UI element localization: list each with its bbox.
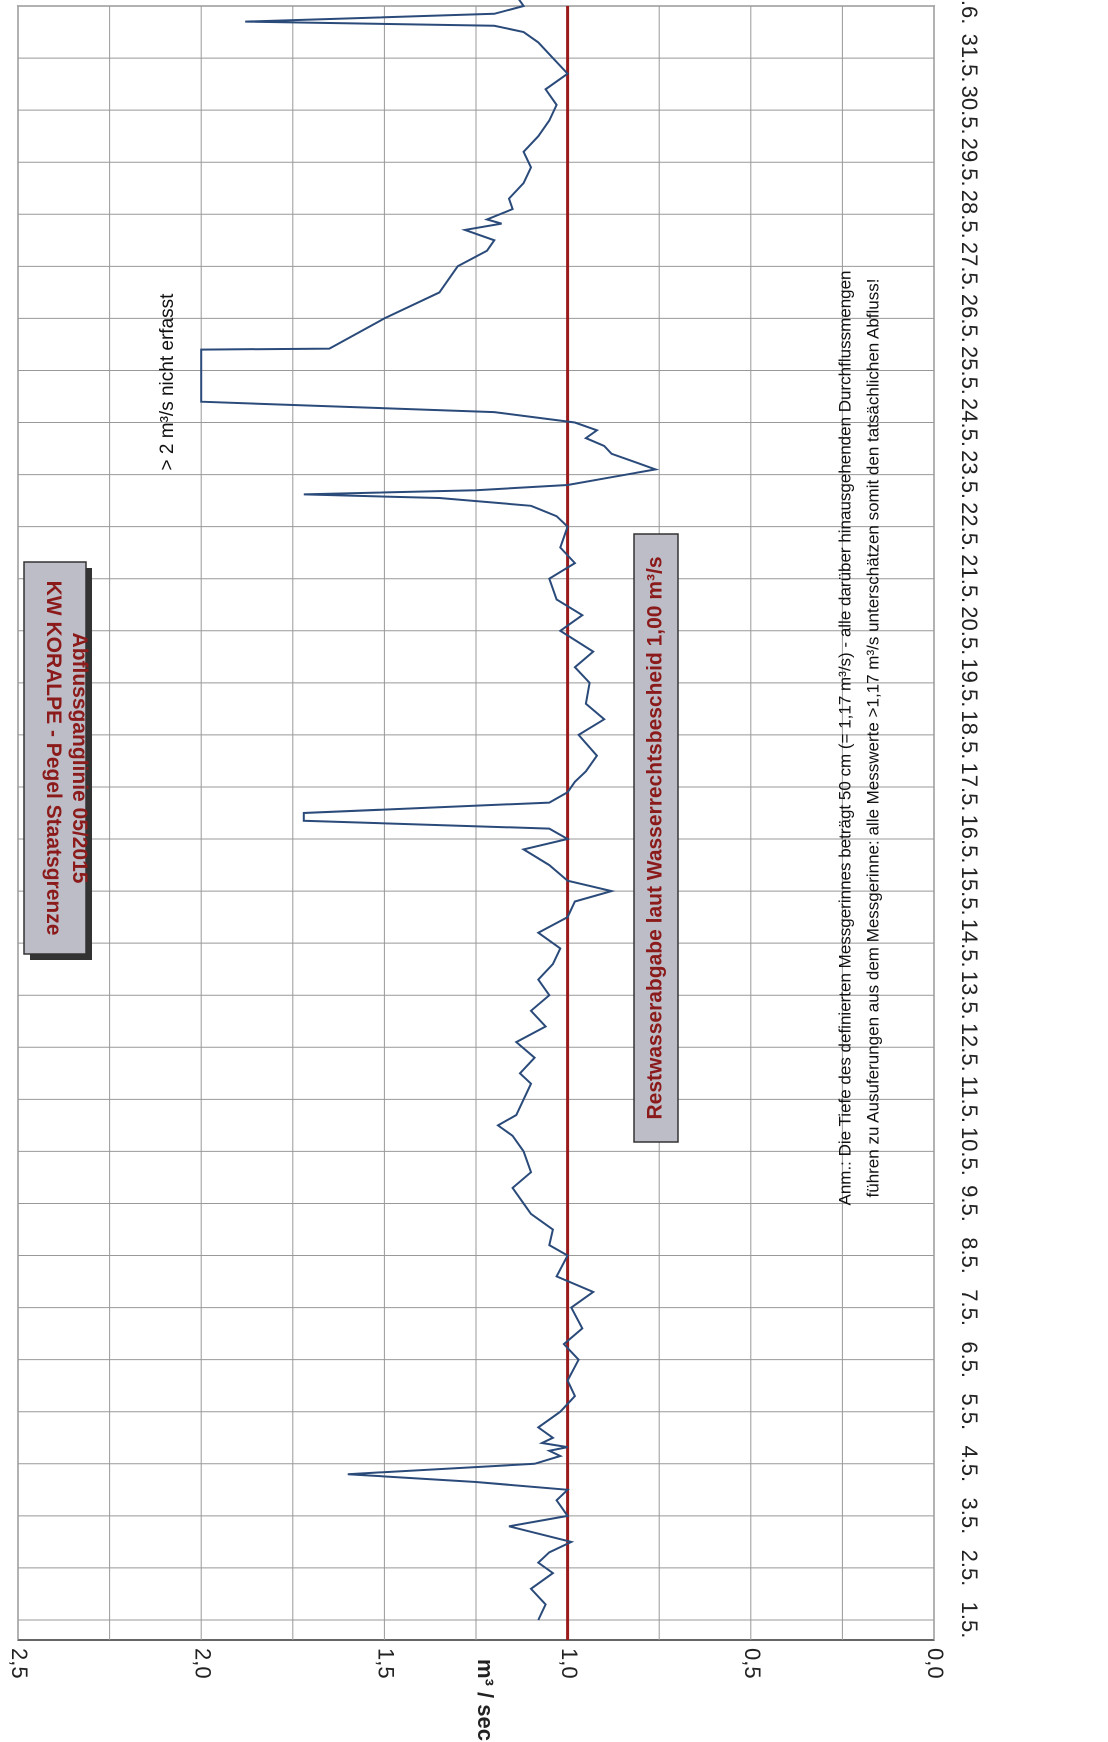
reference-label: Restwasserabgabe laut Wasserrechtsbesche… (644, 557, 667, 1120)
x-tick: 8.5. (957, 1237, 982, 1274)
annotation: > 2 m³/s nicht erfasst (157, 293, 178, 471)
y-axis-ticks: 0,0 0,5 1,0 1,5 2,0 2,5 (7, 1648, 948, 1679)
x-tick: 5.5. (957, 1393, 982, 1430)
y-tick: 2,0 (190, 1648, 215, 1679)
chart-subtitle: Abflussganglinie 05/2015 (68, 633, 91, 884)
x-tick-label: 18.5. (957, 710, 982, 759)
x-tick-label: 5.5. (957, 1393, 982, 1430)
footnote: Anm.: Die Tiefe des definierten Messgeri… (835, 270, 882, 1205)
x-tick-label: 11.5. (957, 1076, 982, 1123)
x-tick: 6.5. (957, 1341, 982, 1378)
x-tick-label: 14.5. (957, 919, 982, 968)
x-tick: 31.5. (957, 34, 982, 83)
x-tick: 1.5. (957, 1602, 982, 1639)
x-tick-label: 7.5. (957, 1289, 982, 1326)
x-tick: 22.5. (957, 502, 982, 551)
x-tick-label: 20.5. (957, 606, 982, 655)
y-tick-label: 0,0 (923, 1648, 948, 1679)
x-tick-label: 22.5. (957, 502, 982, 551)
x-tick: 13.5. (957, 971, 982, 1020)
x-tick-label: 13.5. (957, 971, 982, 1020)
series-line-discharge (200, 0, 660, 1621)
x-tick: 28.5. (957, 190, 982, 239)
x-tick-label: 27.5. (957, 242, 982, 291)
x-tick: 20.5. (957, 606, 982, 655)
x-tick-label: 8.5. (957, 1237, 982, 1274)
x-tick: 26.5. (957, 294, 982, 343)
x-tick: 30.5. (957, 86, 982, 135)
title-box: KW KORALPE - Pegel Staatsgrenze Abflussg… (23, 561, 92, 960)
y-axis-label-text: m³ / sec (473, 1659, 498, 1741)
x-tick-label: 12.5. (957, 1023, 982, 1072)
y-tick: 1,0 (557, 1648, 582, 1679)
x-tick-label: 6.5. (957, 1341, 982, 1378)
annotation-text: > 2 m³/s nicht erfasst (157, 293, 178, 471)
chart-title: KW KORALPE - Pegel Staatsgrenze (42, 581, 65, 936)
x-tick-label: 29.5. (957, 138, 982, 187)
x-tick: 17.5. (957, 762, 982, 811)
x-tick: 21.5. (957, 554, 982, 603)
y-tick: 2,5 (7, 1648, 32, 1679)
grid-lines-vertical (17, 6, 935, 1640)
x-axis-ticks: 1.5. 2.5. 3.5. 4.5. 5.5. 6.5. 7.5. 8.5. 9.5. 10.5… (957, 0, 982, 1638)
y-tick-label: 0,5 (740, 1648, 765, 1679)
x-tick-label: 21.5. (957, 554, 982, 603)
y-axis-label: m³ / sec (473, 1659, 498, 1741)
y-tick: 0,0 (923, 1648, 948, 1679)
x-tick: 10.5. (957, 1127, 982, 1176)
x-tick: 4.5. (957, 1445, 982, 1482)
x-tick-label: 10.5. (957, 1127, 982, 1176)
x-tick: 2.5. (957, 1550, 982, 1587)
reference-label-panel (633, 533, 679, 1143)
x-tick-label: 17.5. (957, 762, 982, 811)
x-tick: 14.5. (957, 919, 982, 968)
footnote-line-1: Anm.: Die Tiefe des definierten Messgeri… (835, 270, 854, 1205)
x-tick: 16.5. (957, 815, 982, 864)
x-tick-label: 1.5. (957, 1602, 982, 1639)
x-tick-label: 1.6. (957, 0, 982, 24)
x-tick-label: 19.5. (957, 658, 982, 707)
x-tick: 3.5. (957, 1498, 982, 1535)
x-tick: 12.5. (957, 1023, 982, 1072)
x-tick: 7.5. (957, 1289, 982, 1326)
y-tick: 0,5 (740, 1648, 765, 1679)
x-tick-label: 26.5. (957, 294, 982, 343)
x-tick: 18.5. (957, 710, 982, 759)
title-box-panel (23, 561, 87, 955)
y-tick-label: 2,5 (7, 1648, 32, 1679)
x-tick: 24.5. (957, 398, 982, 447)
footnote-line-2: führen zu Ausuferungen aus dem Messgerin… (863, 279, 882, 1198)
x-tick-label: 28.5. (957, 190, 982, 239)
x-tick: 27.5. (957, 242, 982, 291)
y-tick-label: 1,0 (557, 1648, 582, 1679)
x-tick-label: 3.5. (957, 1498, 982, 1535)
x-tick: 1.6. (957, 0, 982, 24)
x-tick: 29.5. (957, 138, 982, 187)
x-tick-label: 2.5. (957, 1550, 982, 1587)
x-tick-label: 25.5. (957, 346, 982, 395)
y-tick-label: 2,0 (190, 1648, 215, 1679)
x-tick-label: 4.5. (957, 1445, 982, 1482)
grid-lines-horizontal (18, 5, 934, 1621)
x-tick: 23.5. (957, 450, 982, 499)
x-tick-label: 9.5. (957, 1185, 982, 1222)
x-tick-label: 15.5. (957, 867, 982, 916)
reference-label-box: Restwasserabgabe laut Wasserrechtsbesche… (633, 533, 679, 1143)
x-tick-label: 31.5. (957, 34, 982, 83)
x-tick: 25.5. (957, 346, 982, 395)
x-tick-label: 23.5. (957, 450, 982, 499)
x-tick: 11.5. (957, 1076, 982, 1123)
x-tick-label: 30.5. (957, 86, 982, 135)
x-tick: 19.5. (957, 658, 982, 707)
x-tick-label: 16.5. (957, 815, 982, 864)
x-tick: 15.5. (957, 867, 982, 916)
y-tick: 1,5 (374, 1648, 399, 1679)
x-tick-label: 24.5. (957, 398, 982, 447)
x-tick: 9.5. (957, 1185, 982, 1222)
y-tick-label: 1,5 (374, 1648, 399, 1679)
